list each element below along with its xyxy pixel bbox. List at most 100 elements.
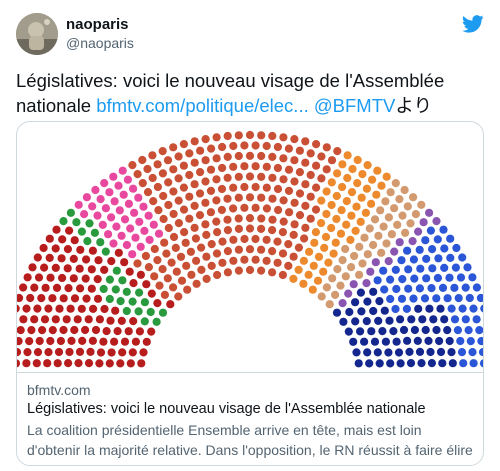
- hemicycle-seat-dot: [417, 200, 426, 209]
- hemicycle-seat-dot: [148, 173, 157, 183]
- hemicycle-seat-dot: [17, 293, 24, 303]
- hemicycle-seat-dot: [181, 238, 190, 247]
- hemicycle-seat-dot: [234, 214, 243, 223]
- hemicycle-seat-dot: [367, 327, 376, 336]
- hemicycle-seat-dot: [395, 195, 404, 204]
- hemicycle-seat-dot: [273, 184, 283, 194]
- hemicycle-seat-dot: [109, 239, 118, 248]
- hemicycle-seat-dot: [51, 315, 60, 324]
- card-image-hemicycle[interactable]: [17, 122, 483, 372]
- hemicycle-seat-dot: [338, 299, 347, 308]
- hemicycle-seat-dot: [59, 294, 68, 303]
- hemicycle-seat-dot: [445, 336, 454, 346]
- hemicycle-seat-dot: [95, 359, 104, 368]
- hemicycle-seat-dot: [403, 336, 412, 345]
- hemicycle-seat-dot: [410, 274, 419, 283]
- hemicycle-seat-dot: [337, 206, 346, 215]
- hemicycle-seat-dot: [152, 317, 161, 326]
- hemicycle-seat-dot: [457, 348, 467, 357]
- hemicycle-seat-dot: [154, 206, 163, 215]
- hemicycle-seat-dot: [458, 253, 467, 262]
- hemicycle-seat-dot: [353, 179, 362, 188]
- hemicycle-seat-dot: [469, 304, 478, 313]
- hemicycle-seat-dot: [174, 219, 183, 228]
- hemicycle-seat-dot: [324, 258, 333, 267]
- hemicycle-seat-dot: [373, 166, 382, 175]
- hemicycle-seat-dot: [327, 200, 336, 210]
- hemicycle-seat-dot: [331, 290, 340, 299]
- hemicycle-seat-dot: [289, 252, 298, 261]
- hemicycle-seat-dot: [312, 183, 321, 192]
- hemicycle-seat-dot: [415, 245, 424, 254]
- tweet-link[interactable]: bfmtv.com/politique/elec...: [96, 95, 309, 116]
- hemicycle-seat-dot: [85, 219, 94, 228]
- hemicycle-seat-dot: [404, 265, 413, 274]
- hemicycle-seat-dot: [110, 337, 119, 346]
- author-handle[interactable]: @naoparis: [66, 35, 134, 51]
- hemicycle-seat-dot: [207, 261, 216, 270]
- hemicycle-seat-dot: [397, 294, 407, 303]
- hemicycle-seat-dot: [135, 288, 144, 297]
- hemicycle-seat-dot: [371, 258, 380, 267]
- hemicycle-seat-dot: [171, 243, 180, 252]
- hemicycle-seat-dot: [369, 240, 378, 250]
- hemicycle-seat-dot: [109, 172, 118, 181]
- hemicycle-seat-dot: [306, 192, 315, 201]
- hemicycle-seat-dot: [381, 337, 390, 346]
- hemicycle-seat-dot: [273, 258, 282, 267]
- hemicycle-seat-dot: [33, 304, 42, 313]
- user-avatar[interactable]: [16, 13, 58, 55]
- tweet-text-body: Législatives: voici le nouveau visage de…: [16, 70, 445, 116]
- hemicycle-seat-dot: [480, 304, 483, 313]
- hemicycle-seat-dot: [117, 316, 126, 325]
- hemicycle-seat-dot: [167, 258, 176, 267]
- hemicycle-seat-dot: [155, 281, 164, 290]
- hemicycle-seat-dot: [69, 254, 78, 263]
- hemicycle-seat-dot: [415, 284, 424, 293]
- hemicycle-seat-dot: [406, 219, 415, 228]
- hemicycle-seat-dot: [279, 175, 288, 184]
- hemicycle-seat-dot: [140, 317, 149, 326]
- hemicycle-seat-dot: [290, 135, 299, 144]
- hemicycle-seat-dot: [290, 177, 299, 186]
- hemicycle-seat-dot: [450, 283, 459, 292]
- hemicycle-seat-dot: [333, 265, 342, 274]
- link-card[interactable]: bfmtv.com Législatives: voici le nouveau…: [16, 121, 484, 466]
- hemicycle-seat-dot: [369, 287, 378, 296]
- hemicycle-seat-dot: [257, 193, 266, 202]
- hemicycle-seat-dot: [45, 234, 54, 243]
- hemicycle-seat-dot: [384, 213, 393, 222]
- hemicycle-seat-dot: [118, 166, 127, 175]
- hemicycle-seat-dot: [257, 131, 266, 140]
- hemicycle-seat-dot: [54, 347, 64, 357]
- hemicycle-seat-dot: [273, 142, 282, 152]
- hemicycle-seat-dot: [169, 209, 178, 219]
- hemicycle-seat-dot: [349, 337, 358, 346]
- hemicycle-seat-dot: [140, 226, 149, 235]
- hemicycle-seat-dot: [357, 307, 366, 316]
- author-block: naoparis @naoparis: [66, 15, 134, 53]
- hemicycle-seat-dot: [317, 152, 326, 161]
- hemicycle-seat-dot: [128, 297, 137, 306]
- hemicycle-seat-dot: [352, 202, 361, 211]
- hemicycle-seat-dot: [112, 222, 121, 231]
- hemicycle-seat-dot: [190, 158, 199, 167]
- hemicycle-seat-dot: [319, 267, 328, 276]
- hemicycle-seat-dot: [223, 131, 232, 141]
- card-title[interactable]: Législatives: voici le nouveau visage de…: [27, 401, 426, 417]
- hemicycle-seat-dot: [180, 228, 189, 237]
- hemicycle-seat-dot: [262, 256, 271, 265]
- hemicycle-seat-dot: [360, 233, 369, 242]
- hemicycle-seat-dot: [313, 276, 323, 285]
- hemicycle-seat-dot: [311, 228, 320, 237]
- hemicycle-seat-dot: [135, 217, 144, 226]
- hemicycle-seat-dot: [72, 218, 81, 227]
- twitter-bird-icon[interactable]: [462, 15, 484, 33]
- hemicycle-seat-dot: [382, 239, 391, 248]
- hemicycle-seat-dot: [251, 141, 260, 150]
- tweet-mention[interactable]: @BFMTV: [313, 95, 396, 116]
- tweet-text-suffix: より: [395, 95, 432, 116]
- hemicycle-seat-dot: [118, 348, 127, 357]
- author-display-name[interactable]: naoparis: [66, 16, 129, 33]
- hemicycle-seat-dot: [245, 151, 255, 160]
